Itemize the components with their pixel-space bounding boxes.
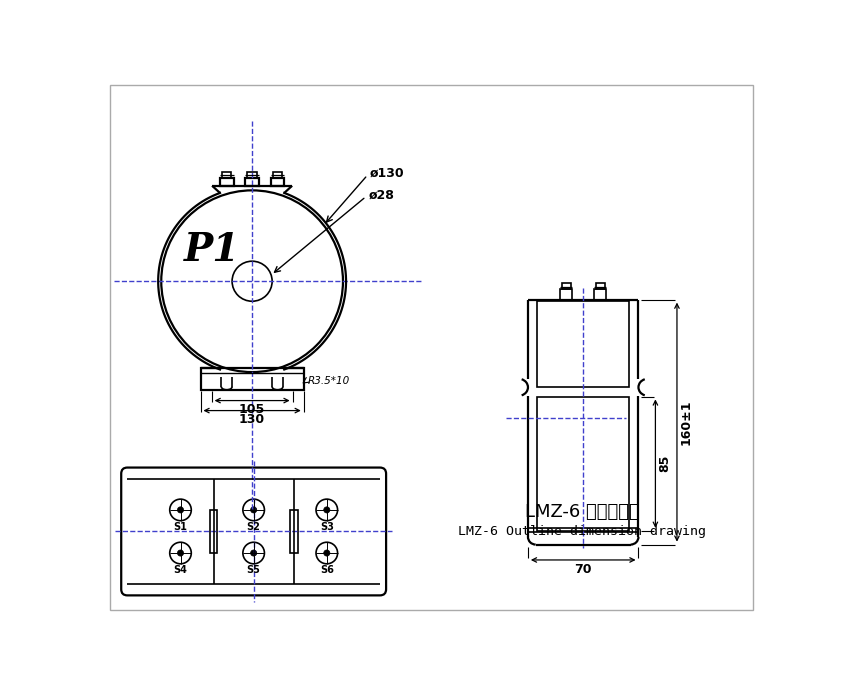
Bar <box>537 396 629 530</box>
Text: 85: 85 <box>658 455 671 472</box>
Circle shape <box>178 507 184 513</box>
Bar <box>537 301 629 387</box>
Text: R3.5*10: R3.5*10 <box>307 376 349 385</box>
Text: S5: S5 <box>247 566 260 575</box>
Text: 130: 130 <box>239 413 265 426</box>
Text: ø28: ø28 <box>369 189 394 202</box>
Bar <box>222 172 232 178</box>
Bar <box>562 283 571 289</box>
Text: S3: S3 <box>320 522 333 533</box>
Circle shape <box>251 550 257 556</box>
Text: S4: S4 <box>173 566 188 575</box>
Circle shape <box>323 507 330 513</box>
Bar <box>290 510 297 552</box>
Bar <box>594 289 606 300</box>
Bar <box>245 178 259 186</box>
Bar <box>560 289 573 300</box>
Circle shape <box>178 550 184 556</box>
Bar <box>210 510 217 552</box>
Text: ø130: ø130 <box>370 166 404 179</box>
Circle shape <box>323 550 330 556</box>
Text: S2: S2 <box>247 522 260 533</box>
Circle shape <box>251 507 257 513</box>
Text: 70: 70 <box>574 563 592 576</box>
Bar <box>270 178 285 186</box>
Text: S1: S1 <box>173 522 188 533</box>
Text: 160±1: 160±1 <box>680 399 693 445</box>
Bar <box>595 283 605 289</box>
Text: LMZ-6 Outline dimension drawing: LMZ-6 Outline dimension drawing <box>458 525 706 538</box>
Bar <box>248 172 257 178</box>
Text: 105: 105 <box>239 403 265 416</box>
Bar <box>220 178 233 186</box>
Bar <box>273 172 282 178</box>
Text: LMZ-6 外形尺寸图: LMZ-6 外形尺寸图 <box>525 503 640 522</box>
Text: P1: P1 <box>184 231 240 270</box>
Text: S6: S6 <box>320 566 333 575</box>
Bar <box>200 368 304 390</box>
